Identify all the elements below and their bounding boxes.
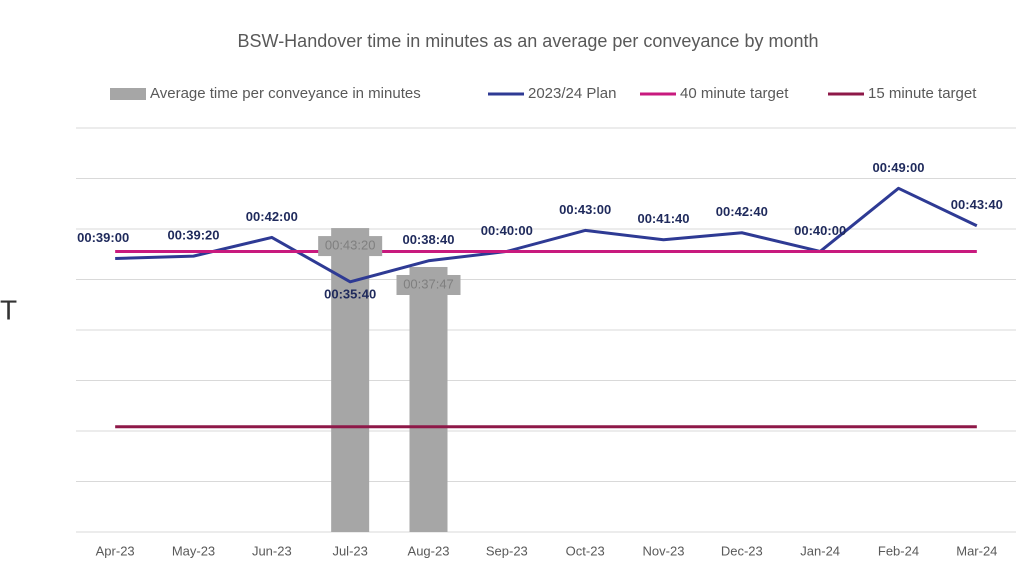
x-tick-label: Jan-24 (800, 543, 840, 558)
data-label: 00:43:40 (951, 197, 1003, 212)
bar (409, 266, 448, 532)
data-label: 00:49:00 (872, 160, 924, 175)
x-tick-label: Jun-23 (252, 543, 292, 558)
x-tick-label: Apr-23 (96, 543, 135, 558)
side-text: T (0, 294, 17, 325)
x-tick-label: Aug-23 (408, 543, 450, 558)
data-label: 00:40:00 (481, 223, 533, 238)
data-label: 00:39:00 (77, 230, 129, 245)
x-tick-label: Oct-23 (566, 543, 605, 558)
data-label: 00:40:00 (794, 223, 846, 238)
data-label: 00:43:00 (559, 202, 611, 217)
data-label-box (396, 274, 461, 295)
legend-label: 15 minute target (868, 85, 977, 102)
legend-label: 2023/24 Plan (528, 85, 616, 102)
data-label-box (318, 236, 383, 257)
data-label: 00:42:40 (716, 204, 768, 219)
x-tick-label: Dec-23 (721, 543, 763, 558)
x-tick-label: Sep-23 (486, 543, 528, 558)
x-tick-label: Feb-24 (878, 543, 919, 558)
legend-swatch (110, 88, 146, 100)
legend-label: Average time per conveyance in minutes (150, 85, 421, 102)
x-tick-label: May-23 (172, 543, 215, 558)
data-label: 00:38:40 (402, 232, 454, 247)
data-label: 00:39:20 (167, 228, 219, 243)
data-label: 00:41:40 (637, 211, 689, 226)
x-tick-label: Nov-23 (643, 543, 685, 558)
x-tick-label: Jul-23 (332, 543, 367, 558)
data-label: 00:37:47 (403, 276, 454, 291)
data-label: 00:35:40 (324, 286, 376, 301)
data-label: 00:43:20 (325, 238, 376, 253)
data-label: 00:42:00 (246, 209, 298, 224)
series-line (115, 186, 978, 284)
legend-label: 40 minute target (680, 85, 789, 102)
x-tick-label: Mar-24 (956, 543, 997, 558)
chart-title: BSW-Handover time in minutes as an avera… (238, 31, 819, 51)
